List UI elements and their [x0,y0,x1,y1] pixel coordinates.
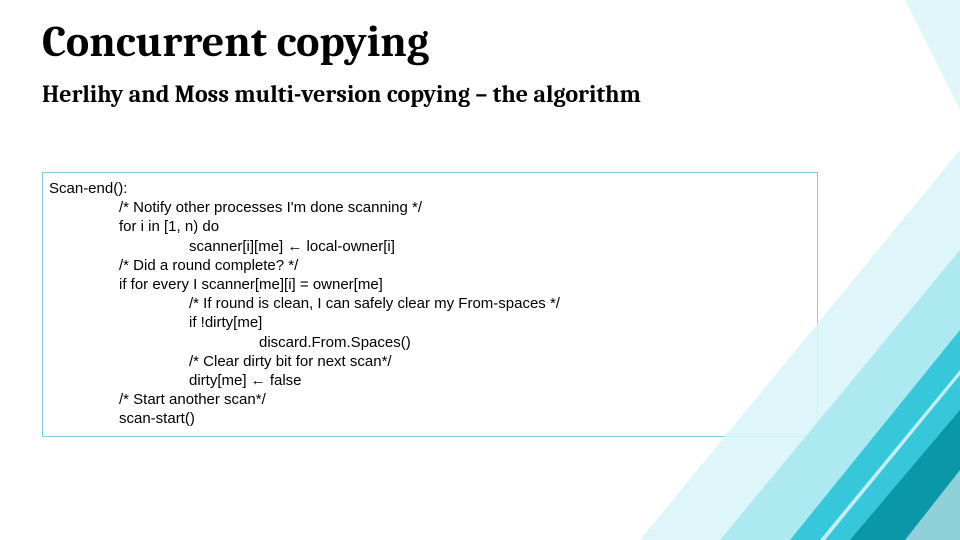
code-line: scan-start() [49,409,811,428]
slide: { "title": { "text": "Concurrent copying… [0,0,960,540]
code-line: dirty[me] ← false [49,371,811,390]
code-line: if for every I scanner[me][i] = owner[me… [49,275,811,294]
code-line: /* Notify other processes I'm done scann… [49,198,811,217]
code-line: if !dirty[me] [49,313,811,332]
algorithm-codebox: Scan-end():/* Notify other processes I'm… [42,172,818,437]
code-line: /* Did a round complete? */ [49,256,811,275]
code-line: /* Clear dirty bit for next scan*/ [49,352,811,371]
code-line: for i in [1, n) do [49,217,811,236]
code-line: /* If round is clean, I can safely clear… [49,294,811,313]
code-line: scanner[i][me] ← local-owner[i] [49,237,811,256]
slide-title: Concurrent copying [42,16,429,67]
code-line: /* Start another scan*/ [49,390,811,409]
code-line: discard.From.Spaces() [49,333,811,352]
code-line: Scan-end(): [49,179,811,198]
slide-subtitle: Herlihy and Moss multi-version copying –… [42,80,641,108]
